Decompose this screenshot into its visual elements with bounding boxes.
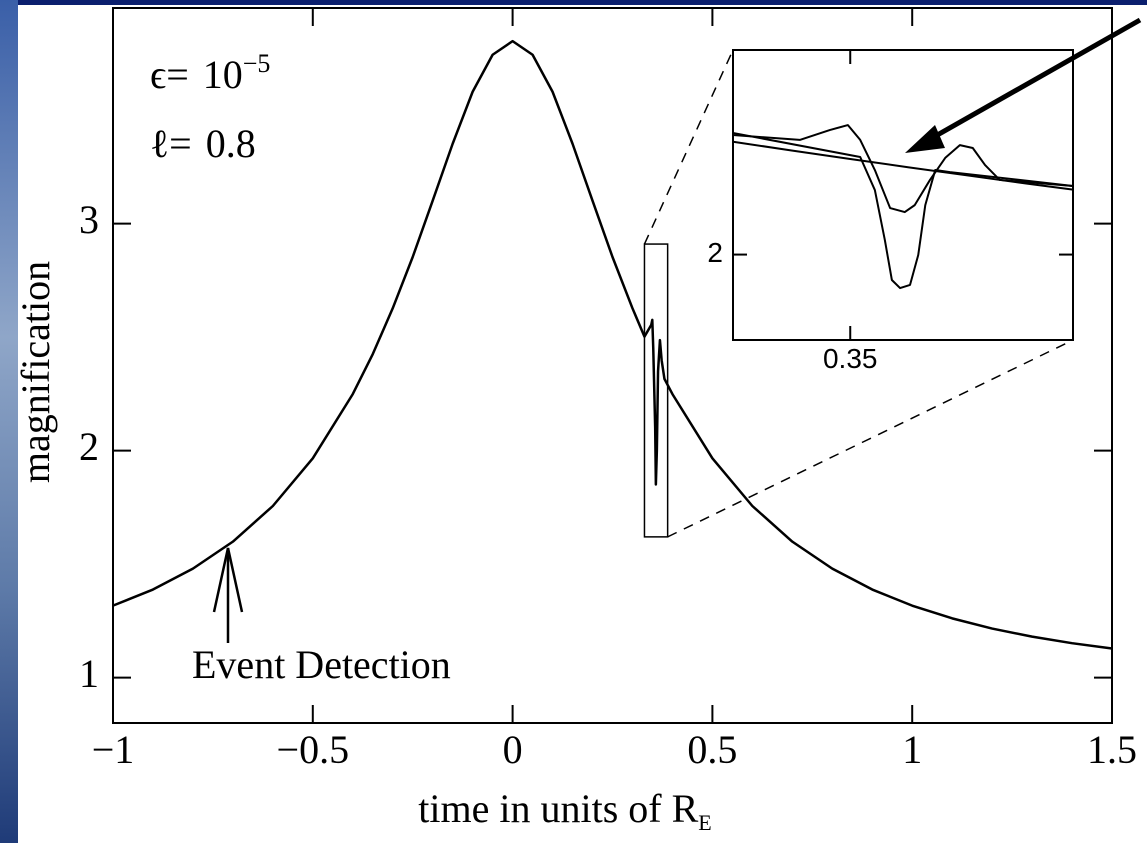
- inset-background: [733, 50, 1073, 340]
- x-tick-label: 1.5: [1087, 727, 1137, 772]
- x-axis-label-sub: E: [698, 810, 711, 835]
- epsilon-exponent: −5: [243, 49, 271, 78]
- x-tick-label: 0: [503, 727, 523, 772]
- epsilon-symbol: ϵ=: [150, 52, 189, 97]
- epsilon-base: 10: [203, 52, 243, 97]
- y-axis-label: magnification: [13, 261, 58, 483]
- x-axis-label: time in units of RE: [418, 786, 711, 835]
- x-tick-label: 0.5: [687, 727, 737, 772]
- x-tick-label: 0.35: [823, 343, 878, 374]
- x-axis-label-main: time in units of R: [418, 786, 698, 831]
- x-tick-label: −0.5: [277, 727, 350, 772]
- data-line: [732, 140, 1074, 191]
- x-tick-label: 1: [902, 727, 922, 772]
- y-tick-label: 3: [79, 197, 99, 242]
- epsilon-annotation: ϵ= 10−5: [150, 49, 270, 97]
- data-line: [732, 131, 1074, 290]
- y-tick-label: 2: [707, 237, 723, 268]
- plot-layer: −1 −0.5 0 0.5 1 1.5 1 2 3 0.35 2: [79, 7, 1137, 772]
- plot-frame: [732, 49, 1074, 341]
- pointer-arrow-head: [905, 125, 945, 153]
- pointer-arrow-shaft: [923, 17, 1142, 145]
- zoom-connector: [667, 339, 1074, 538]
- ell-value: 0.8: [206, 121, 256, 166]
- data-line: [112, 39, 1113, 650]
- data-line: [732, 124, 1074, 214]
- plot-frame: [112, 7, 1113, 724]
- pointer-arrow: [905, 17, 1142, 153]
- event-annotation: Event Detection: [192, 642, 451, 687]
- x-tick-label: −1: [92, 727, 135, 772]
- ell-symbol: ℓ=: [150, 121, 192, 166]
- ell-annotation: ℓ= 0.8: [150, 121, 256, 166]
- y-tick-label: 2: [79, 424, 99, 469]
- y-tick-label: 1: [79, 651, 99, 696]
- earth-strip: [0, 0, 18, 843]
- zoom-box: [643, 243, 669, 538]
- event-arrow-head: [212, 547, 244, 613]
- event-arrow: [212, 547, 244, 643]
